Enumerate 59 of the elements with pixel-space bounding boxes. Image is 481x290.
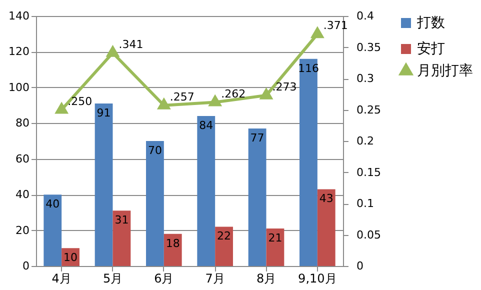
x-tick-label: 6月 bbox=[154, 272, 174, 286]
bar bbox=[164, 234, 182, 266]
point bbox=[208, 95, 222, 106]
x-tick-label: 5月 bbox=[102, 272, 123, 286]
x-tick-label: 9,10月 bbox=[298, 272, 337, 286]
bar bbox=[146, 141, 164, 266]
point bbox=[311, 27, 324, 38]
point bbox=[260, 88, 272, 100]
bar bbox=[215, 226, 233, 266]
data-label: .257 bbox=[170, 90, 194, 104]
y2-tick-label: 0.15 bbox=[356, 166, 381, 179]
data-label: .262 bbox=[221, 87, 246, 100]
bar bbox=[197, 116, 216, 266]
x-tick-label: 7月 bbox=[205, 272, 225, 286]
point bbox=[55, 102, 68, 114]
bar bbox=[94, 104, 113, 266]
legend-label: 月別打率 bbox=[417, 63, 473, 79]
data-label: .273 bbox=[272, 80, 297, 94]
data-label: 10 bbox=[64, 251, 78, 264]
point bbox=[106, 46, 119, 57]
y-tick-label: 40 bbox=[16, 188, 30, 202]
data-label: 18 bbox=[166, 236, 180, 250]
data-label: .371 bbox=[323, 19, 348, 32]
data-label: 31 bbox=[114, 214, 129, 227]
y2-tick-label: 0.35 bbox=[356, 40, 381, 54]
y-tick-label: 0 bbox=[22, 260, 30, 272]
y2-tick-label: 0.25 bbox=[356, 103, 381, 116]
bar bbox=[112, 210, 131, 266]
data-label: 40 bbox=[46, 198, 60, 211]
y-tick-label: 80 bbox=[16, 116, 30, 130]
y2-tick-label: 0.3 bbox=[356, 72, 374, 85]
y2-tick-label: 0.1 bbox=[356, 197, 374, 210]
y-tick-label: 100 bbox=[8, 80, 30, 94]
y2-tick-label: 0.05 bbox=[356, 228, 381, 242]
y-tick-label: 120 bbox=[8, 45, 30, 58]
data-label: 43 bbox=[319, 192, 334, 206]
data-label: .341 bbox=[118, 38, 144, 51]
data-label: 70 bbox=[148, 144, 162, 157]
bar bbox=[44, 194, 62, 266]
x-tick-label: 4月 bbox=[52, 272, 72, 286]
data-label: 77 bbox=[250, 132, 264, 144]
data-label: 22 bbox=[217, 230, 232, 243]
data-label: 91 bbox=[96, 106, 111, 120]
y2-tick-label: 0.4 bbox=[356, 10, 374, 22]
x-tick-label: 8月 bbox=[256, 272, 276, 286]
legend-label: 打数 bbox=[416, 15, 445, 31]
bar bbox=[300, 58, 318, 266]
y-tick-label: 60 bbox=[16, 152, 30, 166]
y2-tick-label: 0.2 bbox=[356, 134, 374, 148]
y-tick-label: 20 bbox=[16, 224, 30, 237]
legend-label: 安打 bbox=[417, 41, 445, 57]
data-label: 84 bbox=[199, 119, 214, 132]
data-label: 21 bbox=[268, 232, 282, 244]
bar bbox=[266, 228, 284, 266]
bar bbox=[317, 189, 336, 266]
y2-tick-label: 0 bbox=[356, 260, 364, 272]
point bbox=[158, 98, 170, 110]
y-tick-label: 140 bbox=[8, 10, 30, 22]
bar bbox=[248, 128, 266, 266]
